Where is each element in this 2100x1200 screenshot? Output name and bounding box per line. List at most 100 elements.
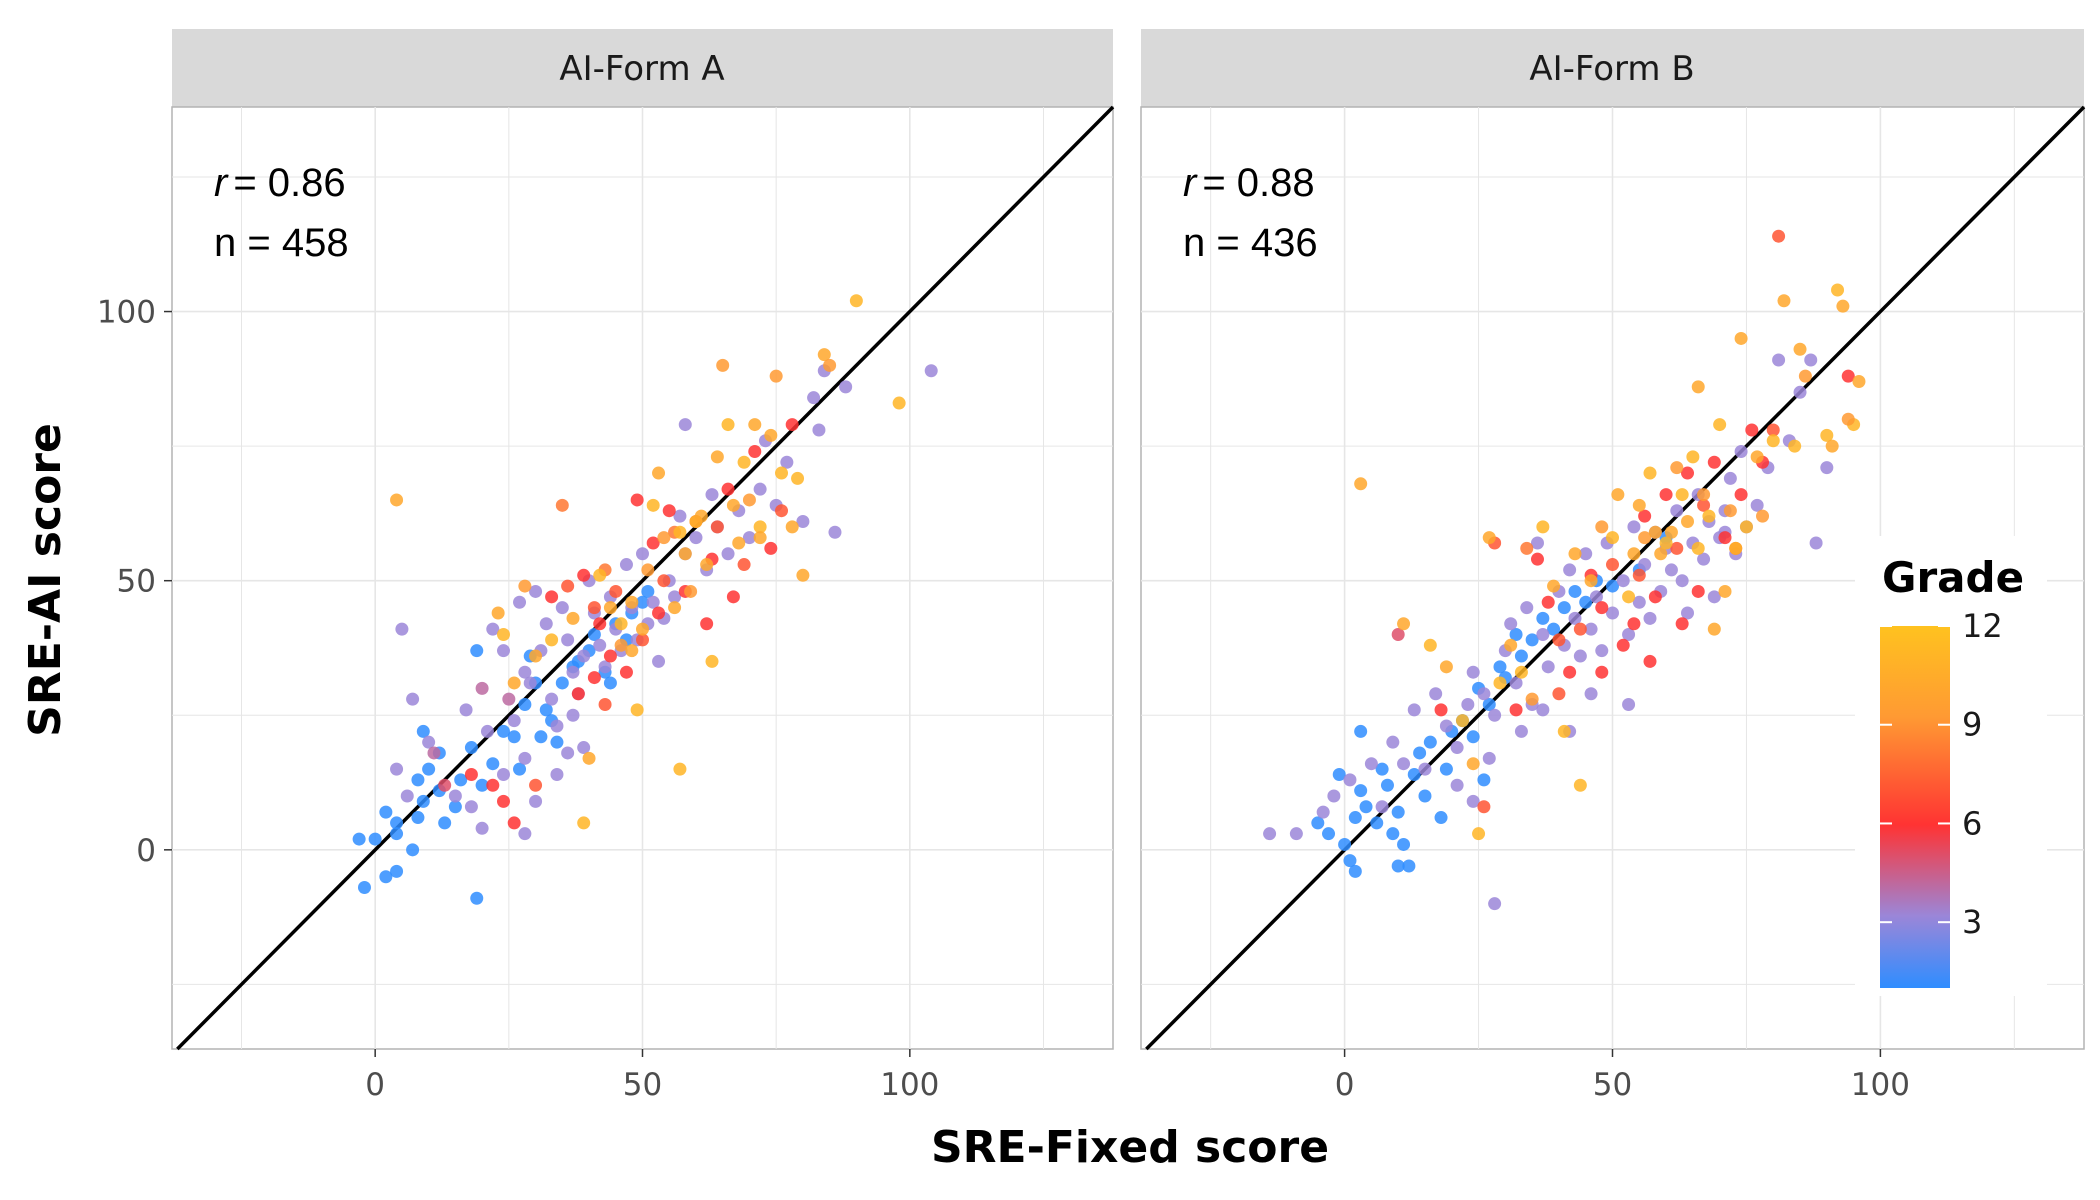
data-point [496, 644, 510, 658]
legend-title: Grade [1882, 553, 2024, 602]
data-point [1713, 418, 1727, 432]
data-point [823, 358, 837, 372]
panel-a-identity-line [176, 105, 1115, 1051]
data-point [1622, 590, 1636, 604]
data-point [411, 811, 425, 825]
data-point [1772, 353, 1786, 367]
data-point [684, 584, 698, 598]
data-point [1327, 789, 1341, 803]
data-point [566, 611, 580, 625]
data-point [1514, 665, 1528, 679]
data-point [614, 638, 628, 652]
data-point [1820, 428, 1834, 442]
data-point [1547, 579, 1561, 593]
data-point [641, 563, 655, 577]
data-point [726, 590, 740, 604]
data-point [742, 493, 756, 507]
data-point [780, 455, 794, 469]
data-point [1739, 520, 1753, 534]
data-point [1354, 724, 1368, 738]
data-point [1627, 520, 1641, 534]
data-point [400, 789, 414, 803]
data-point [496, 794, 510, 808]
data-point [641, 584, 655, 598]
data-point [769, 369, 783, 383]
data-point [1643, 654, 1657, 668]
data-point [673, 509, 687, 523]
data-point [1681, 466, 1695, 480]
data-point [1536, 628, 1550, 642]
data-point [379, 870, 393, 884]
data-point [721, 547, 735, 561]
data-point [1563, 563, 1577, 577]
data-point [577, 568, 591, 582]
data-point [427, 746, 441, 760]
data-point [598, 697, 612, 711]
data-point [1504, 617, 1518, 631]
data-point [737, 455, 751, 469]
data-point [1402, 859, 1416, 873]
data-point [1638, 509, 1652, 523]
data-point [1793, 385, 1807, 399]
data-point [1573, 622, 1587, 636]
data-point [507, 714, 521, 728]
data-point [1461, 697, 1475, 711]
data-point [577, 816, 591, 830]
legend-colorbar [1880, 626, 1950, 988]
panel-ai-form-a: AI-Form A r = 0.86 n = 458 [171, 29, 1115, 1051]
data-point [775, 504, 789, 518]
data-point [555, 498, 569, 512]
x-tick-label: 50 [623, 1067, 662, 1103]
data-point [1359, 800, 1373, 814]
panel-b-n-stat: n = 436 [1183, 221, 1318, 265]
data-point [438, 778, 452, 792]
data-point [764, 428, 778, 442]
data-point [587, 671, 601, 685]
data-point [1552, 687, 1566, 701]
data-point [791, 471, 805, 485]
data-point [1386, 827, 1400, 841]
data-point [406, 692, 420, 706]
data-point [1354, 784, 1368, 798]
data-point [1413, 746, 1427, 760]
data-point [406, 843, 420, 857]
data-point [555, 676, 569, 690]
data-point [1579, 595, 1593, 609]
data-point [1354, 477, 1368, 491]
data-point [475, 778, 489, 792]
data-point [1611, 488, 1625, 502]
data-point [507, 676, 521, 690]
data-point [1466, 757, 1480, 771]
data-point [1311, 816, 1325, 830]
legend-tick-label: 9 [1962, 706, 1982, 744]
data-point [1675, 574, 1689, 588]
data-point [1418, 789, 1432, 803]
data-point [1825, 439, 1839, 453]
data-point [700, 558, 714, 572]
data-point [518, 697, 532, 711]
data-point [775, 466, 789, 480]
data-point [545, 692, 559, 706]
data-point [577, 649, 591, 663]
data-point [448, 789, 462, 803]
data-point [625, 644, 639, 658]
data-point [395, 622, 409, 636]
data-point [748, 418, 762, 432]
data-point [839, 380, 853, 394]
data-point [662, 504, 676, 518]
panel-a-grid [172, 107, 1113, 1049]
data-point [1691, 541, 1705, 555]
data-point [657, 531, 671, 545]
data-point [732, 536, 746, 550]
data-point [646, 595, 660, 609]
data-point [545, 633, 559, 647]
data-point [678, 418, 692, 432]
data-point [1520, 601, 1534, 615]
data-point [1386, 735, 1400, 749]
data-point [1707, 455, 1721, 469]
legend-tick-label: 3 [1962, 903, 1982, 941]
data-point [523, 676, 537, 690]
data-point [1756, 509, 1770, 523]
data-point [1364, 757, 1378, 771]
